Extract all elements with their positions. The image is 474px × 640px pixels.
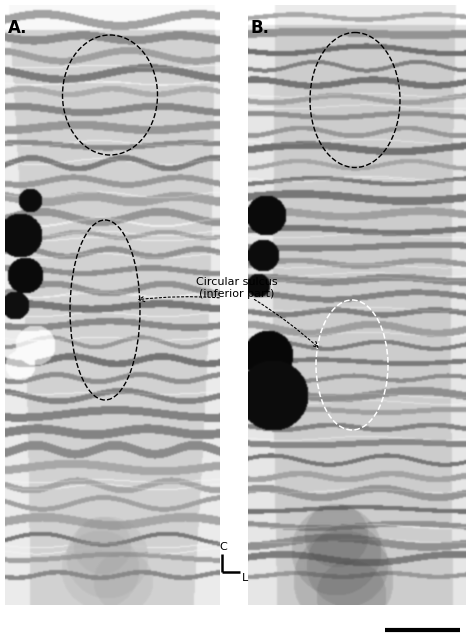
Text: Circular sulcus
(inferior part): Circular sulcus (inferior part) <box>196 277 278 299</box>
Bar <box>5 5 220 605</box>
Text: C: C <box>219 542 227 552</box>
Text: A.: A. <box>8 19 27 37</box>
Text: B.: B. <box>251 19 270 37</box>
Bar <box>248 5 466 605</box>
Text: L: L <box>242 573 248 583</box>
